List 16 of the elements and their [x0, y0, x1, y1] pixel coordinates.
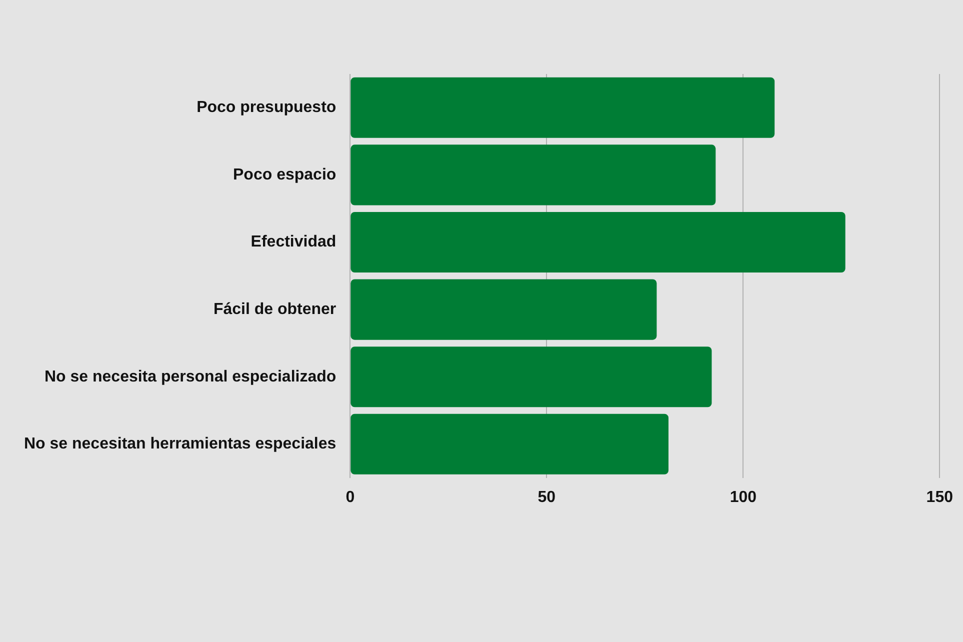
y-tick-label: Poco espacio [233, 166, 336, 184]
x-tick-label: 150 [926, 488, 954, 506]
x-tick-label: 0 [346, 488, 355, 506]
y-tick-label: No se necesitan herramientas especiales [24, 436, 336, 453]
bar [350, 144, 716, 206]
x-tick-label: 100 [730, 488, 757, 506]
bar [350, 279, 657, 340]
bar [350, 212, 846, 273]
y-tick-label: Efectividad [250, 234, 336, 251]
bar [350, 346, 712, 408]
bar [350, 414, 668, 474]
y-tick-label: Poco presupuesto [196, 99, 336, 116]
x-tick-label: 50 [538, 488, 556, 506]
y-tick-label: Fácil de obtener [213, 300, 336, 318]
y-tick-label: No se necesita personal especializado [44, 368, 336, 386]
bar [350, 77, 775, 138]
